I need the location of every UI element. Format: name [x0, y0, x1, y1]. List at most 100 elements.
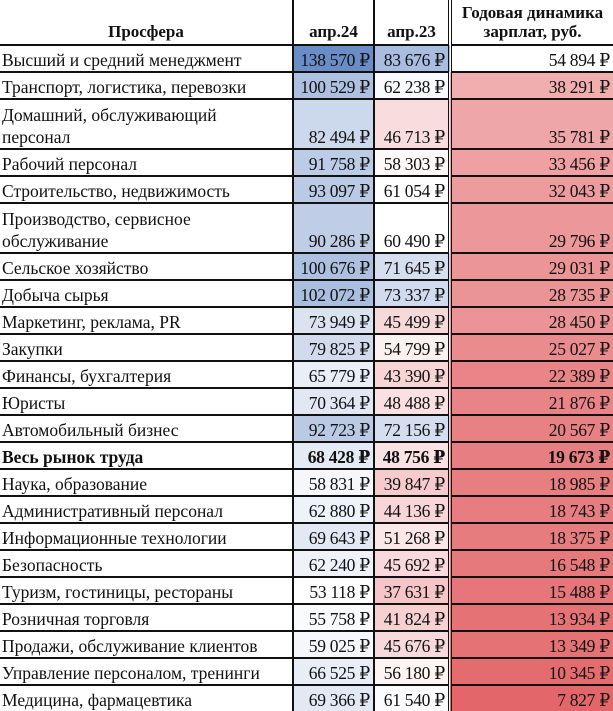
table-row: Наука, образование 58 831 ₽39 847 ₽18 985…: [0, 468, 613, 496]
apr23-cell: 62 238 ₽: [373, 71, 450, 99]
apr24-cell: 62 880 ₽: [292, 495, 374, 523]
table-row: Информационные технологии 69 643 ₽51 268 …: [0, 522, 613, 550]
table-row: Медицина, фармацевтика 69 366 ₽61 540 ₽7 …: [0, 684, 613, 711]
profession-cell: Юристы: [0, 387, 293, 415]
dynamics-cell: 7 827 ₽: [448, 684, 613, 711]
dynamics-cell: 13 934 ₽: [448, 603, 613, 631]
profession-cell: Медицина, фармацевтика: [0, 684, 293, 711]
apr23-cell: 37 631 ₽: [373, 576, 450, 604]
apr24-cell: 62 240 ₽: [292, 549, 374, 577]
apr23-cell: 56 180 ₽: [373, 657, 450, 685]
apr23-cell: 58 303 ₽: [373, 148, 450, 176]
apr23-cell: 41 824 ₽: [373, 603, 450, 631]
table-row: Транспорт, логистика, перевозки 100 529 ₽…: [0, 71, 613, 99]
table-row: Рабочий персонал 91 758 ₽58 303 ₽33 456 ₽: [0, 148, 613, 176]
header-profession: Просфера: [0, 0, 294, 45]
dynamics-cell: 32 043 ₽: [448, 175, 613, 203]
apr23-cell: 43 390 ₽: [373, 360, 450, 388]
apr23-cell: 45 676 ₽: [373, 630, 450, 658]
dynamics-cell: 29 031 ₽: [448, 252, 613, 280]
dynamics-cell: 33 456 ₽: [448, 148, 613, 176]
apr23-cell: 54 799 ₽: [373, 333, 450, 361]
table-row: Юристы 70 364 ₽48 488 ₽21 876 ₽: [0, 387, 613, 415]
apr24-cell: 91 758 ₽: [292, 148, 374, 176]
dynamics-cell: 21 876 ₽: [448, 387, 613, 415]
profession-cell: Высший и средний менеджмент: [0, 44, 293, 72]
apr24-cell: 58 831 ₽: [292, 468, 374, 496]
dynamics-cell: 29 796 ₽: [448, 202, 613, 253]
profession-cell: Административный персонал: [0, 495, 293, 523]
profession-cell: Маркетинг, реклама, PR: [0, 306, 293, 334]
apr23-cell: 60 490 ₽: [373, 202, 450, 253]
dynamics-cell: 10 345 ₽: [448, 657, 613, 685]
profession-cell: Закупки: [0, 333, 293, 361]
apr23-cell: 48 756 ₽: [373, 441, 450, 469]
profession-cell: Финансы, бухгалтерия: [0, 360, 293, 388]
profession-cell: Рабочий персонал: [0, 148, 293, 176]
table-row: Домашний, обслуживающий персонал 82 494 ₽…: [0, 98, 613, 149]
apr24-cell: 100 676 ₽: [292, 252, 374, 280]
apr24-cell: 102 072 ₽: [292, 279, 374, 307]
profession-cell: Домашний, обслуживающий персонал: [0, 98, 293, 149]
table-row: Закупки 79 825 ₽54 799 ₽25 027 ₽: [0, 333, 613, 361]
apr24-cell: 79 825 ₽: [292, 333, 374, 361]
apr23-cell: 61 540 ₽: [373, 684, 450, 711]
profession-cell: Весь рынок труда: [0, 441, 293, 469]
apr24-cell: 55 758 ₽: [292, 603, 374, 631]
dynamics-cell: 38 291 ₽: [448, 71, 613, 99]
apr23-cell: 46 713 ₽: [373, 98, 450, 149]
apr24-cell: 59 025 ₽: [292, 630, 374, 658]
apr23-cell: 48 488 ₽: [373, 387, 450, 415]
table-row: Сельское хозяйство 100 676 ₽71 645 ₽29 03…: [0, 252, 613, 280]
table-row: Финансы, бухгалтерия 65 779 ₽43 390 ₽22 3…: [0, 360, 613, 388]
profession-cell: Производство, сервисное обслуживание: [0, 202, 293, 253]
apr24-cell: 68 428 ₽: [292, 441, 374, 469]
table-row: Управление персоналом, тренинги 66 525 ₽5…: [0, 657, 613, 685]
profession-cell: Розничная торговля: [0, 603, 293, 631]
dynamics-cell: 28 735 ₽: [448, 279, 613, 307]
table-row: Автомобильный бизнес 92 723 ₽72 156 ₽20 5…: [0, 414, 613, 442]
apr24-cell: 70 364 ₽: [292, 387, 374, 415]
apr24-cell: 93 097 ₽: [292, 175, 374, 203]
dynamics-cell: 18 743 ₽: [448, 495, 613, 523]
header-apr24: апр.24: [292, 0, 375, 45]
apr24-cell: 92 723 ₽: [292, 414, 374, 442]
apr24-cell: 66 525 ₽: [292, 657, 374, 685]
header-apr23: апр.23: [373, 0, 451, 45]
dynamics-cell: 15 488 ₽: [448, 576, 613, 604]
dynamics-cell: 28 450 ₽: [448, 306, 613, 334]
apr24-cell: 82 494 ₽: [292, 98, 374, 149]
profession-cell: Продажи, обслуживание клиентов: [0, 630, 293, 658]
table-row: Продажи, обслуживание клиентов 59 025 ₽45…: [0, 630, 613, 658]
table-row: Высший и средний менеджмент 138 570 ₽83 6…: [0, 44, 613, 72]
apr23-cell: 73 337 ₽: [373, 279, 450, 307]
apr24-cell: 69 366 ₽: [292, 684, 374, 711]
total-row: Весь рынок труда 68 428 ₽48 756 ₽19 673 ₽: [0, 441, 613, 469]
apr23-cell: 71 645 ₽: [373, 252, 450, 280]
header-row: Просфера апр.24 апр.23 Годовая динамика …: [0, 0, 613, 45]
table-row: Строительство, недвижимость 93 097 ₽61 05…: [0, 175, 613, 203]
apr23-cell: 39 847 ₽: [373, 468, 450, 496]
dynamics-cell: 25 027 ₽: [448, 333, 613, 361]
profession-cell: Информационные технологии: [0, 522, 293, 550]
table-row: Туризм, гостиницы, рестораны 53 118 ₽37 6…: [0, 576, 613, 604]
profession-cell: Добыча сырья: [0, 279, 293, 307]
apr23-cell: 72 156 ₽: [373, 414, 450, 442]
profession-cell: Управление персоналом, тренинги: [0, 657, 293, 685]
apr23-cell: 83 676 ₽: [373, 44, 450, 72]
header-dynamics: Годовая динамика зарплат, руб.: [448, 0, 613, 45]
table-row: Розничная торговля 55 758 ₽41 824 ₽13 934…: [0, 603, 613, 631]
dynamics-cell: 19 673 ₽: [448, 441, 613, 469]
dynamics-cell: 18 985 ₽: [448, 468, 613, 496]
dynamics-cell: 22 389 ₽: [448, 360, 613, 388]
table-row: Добыча сырья 102 072 ₽73 337 ₽28 735 ₽: [0, 279, 613, 307]
apr24-cell: 65 779 ₽: [292, 360, 374, 388]
dynamics-cell: 20 567 ₽: [448, 414, 613, 442]
profession-cell: Безопасность: [0, 549, 293, 577]
apr24-cell: 53 118 ₽: [292, 576, 374, 604]
profession-cell: Сельское хозяйство: [0, 252, 293, 280]
profession-cell: Транспорт, логистика, перевозки: [0, 71, 293, 99]
table-row: Производство, сервисное обслуживание 90 2…: [0, 202, 613, 253]
table-row: Административный персонал 62 880 ₽44 136 …: [0, 495, 613, 523]
apr23-cell: 44 136 ₽: [373, 495, 450, 523]
